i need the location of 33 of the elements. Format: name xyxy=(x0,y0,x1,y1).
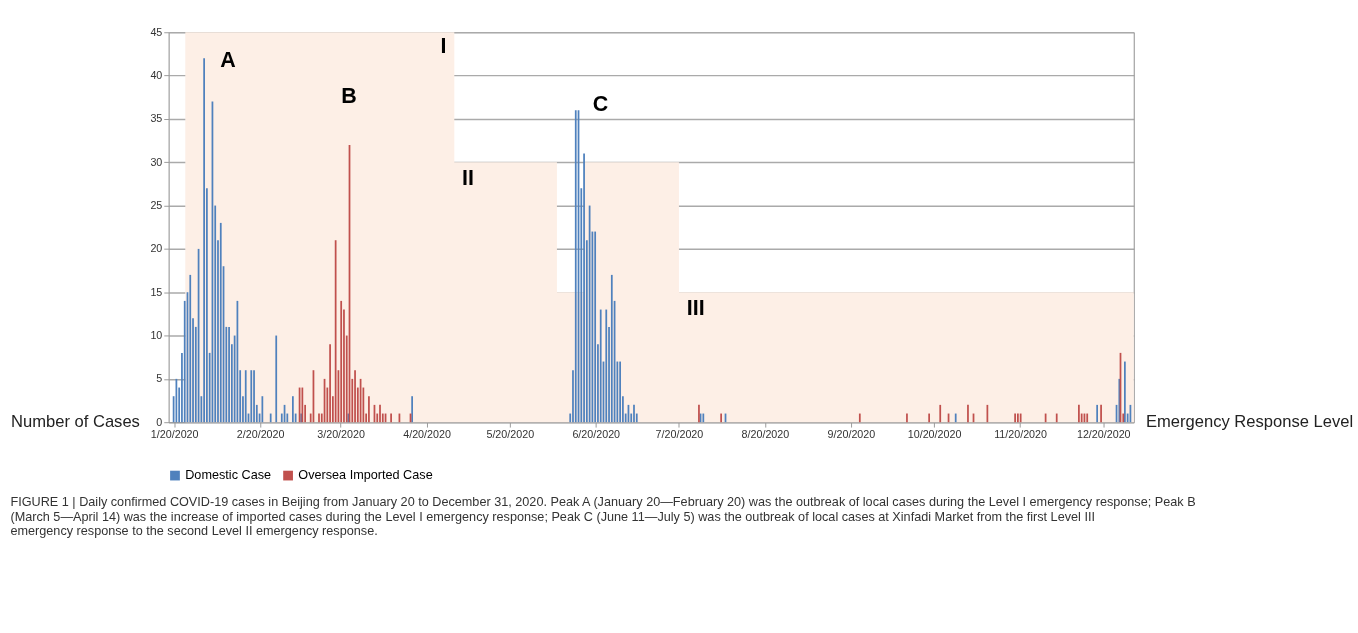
y2-axis-title: Emergency Response Level xyxy=(1145,411,1354,431)
x-tick-label: 5/20/2020 xyxy=(486,428,535,441)
x-tick-label: 2/20/2020 xyxy=(236,428,285,441)
y-tick-label: 35 xyxy=(150,112,163,125)
annotation: II xyxy=(462,165,475,190)
y-tick-label: 25 xyxy=(150,198,163,211)
x-tick-label: 9/20/2020 xyxy=(827,428,876,441)
caption: FIGURE 1 | Daily confirmed COVID-19 cases in Beijing from January 20 to December 31, 2020. Peak A (January 20—February 20) was the outbreak of local cases during the Level I emergency response; Peak B (March 5—April 14) was the increase of imported cases during the Level I emergency response; Peak C (June 11—July 5) was the outbreak of local cases at Xinfadi Market from the first Level III emergency response to the second Level II emergency response. xyxy=(10,495,1196,539)
annotation: C xyxy=(592,92,609,117)
y-tick-label: 15 xyxy=(150,285,163,298)
x-tick-label: 3/20/2020 xyxy=(317,428,365,441)
annotation: B xyxy=(341,83,357,108)
y-tick-label: 0 xyxy=(156,415,163,428)
x-tick-label: 4/20/2020 xyxy=(403,428,451,441)
x-tick-label: 7/20/2020 xyxy=(655,428,704,441)
x-tick-label: 10/20/2020 xyxy=(907,428,962,441)
x-tick-label: 8/20/2020 xyxy=(741,428,790,441)
y-tick-label: 30 xyxy=(150,155,163,168)
y-axis-title: Number of Cases xyxy=(11,411,140,431)
x-tick-label: 11/20/2020 xyxy=(994,428,1048,441)
annotation: I xyxy=(440,33,447,58)
x-tick-label: 1/20/2020 xyxy=(150,428,199,441)
y-tick-label: 5 xyxy=(156,372,163,385)
legend-label: Oversea Imported Case xyxy=(298,468,433,483)
y-tick-label: 10 xyxy=(150,328,163,341)
y-tick-label: 40 xyxy=(150,69,163,81)
x-tick-label: 12/20/2020 xyxy=(1076,428,1131,441)
x-tick-label: 6/20/2020 xyxy=(572,428,621,441)
annotation: III xyxy=(686,295,705,320)
legend-label: Domestic Case xyxy=(185,468,272,483)
annotation: A xyxy=(220,48,236,73)
y-tick-label: 45 xyxy=(150,25,163,38)
y-tick-label: 20 xyxy=(150,242,163,255)
